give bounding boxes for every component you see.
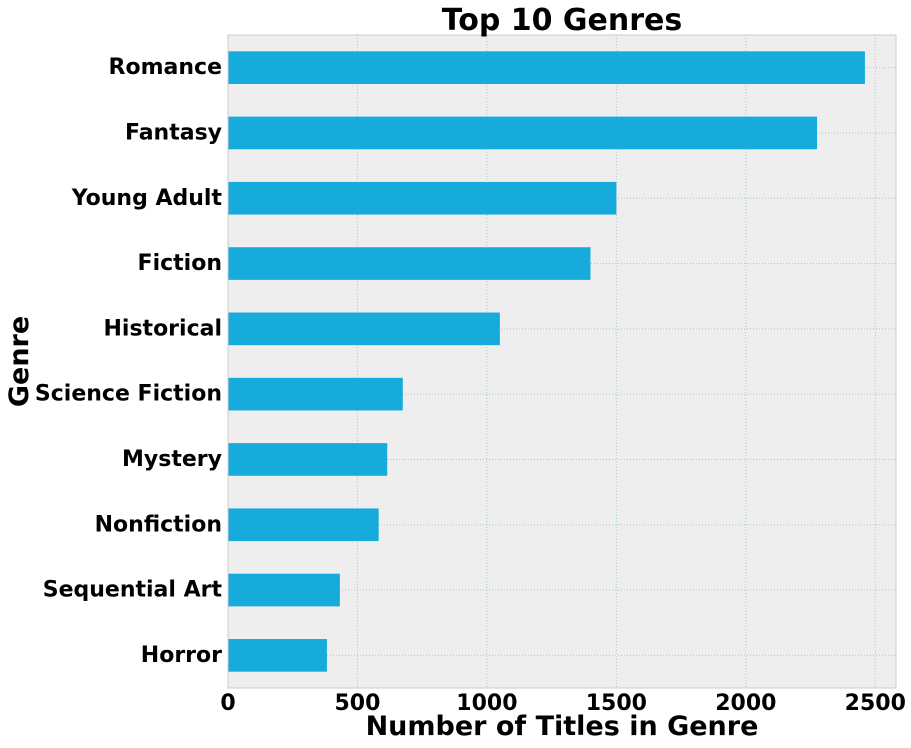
x-axis-title: Number of Titles in Genre	[366, 711, 759, 742]
bar-mystery	[228, 443, 388, 476]
x-tick-label: 2000	[715, 691, 776, 716]
y-tick-label: Fantasy	[125, 120, 222, 145]
chart-title: Top 10 Genres	[442, 3, 683, 38]
x-tick-label: 1500	[586, 691, 647, 716]
bar-historical	[228, 312, 500, 346]
x-tick-labels: 0 500 1000 1500 2000 2500	[220, 691, 906, 716]
bar-sequential-art	[228, 573, 340, 607]
y-axis-title: Genre	[4, 316, 35, 407]
plot-frame	[227, 34, 897, 689]
y-tick-label: Historical	[104, 316, 223, 341]
bar-fantasy	[228, 116, 818, 150]
bar-young-adult	[228, 181, 617, 215]
y-tick-label: Science Fiction	[35, 382, 222, 407]
bar-fiction	[228, 247, 591, 280]
x-tick-label: 500	[334, 691, 380, 716]
x-tick-label: 0	[220, 691, 235, 716]
y-tick-labels: Romance Fantasy Young Adult Fiction Historic…	[35, 55, 223, 668]
bars	[228, 51, 865, 672]
bar-science-fiction	[228, 377, 403, 411]
x-tick-label: 1000	[456, 691, 517, 716]
y-tick-label: Young Adult	[71, 186, 223, 211]
x-tick-label: 2500	[845, 691, 906, 716]
y-tick-label: Sequential Art	[43, 578, 223, 603]
y-tick-label: Horror	[141, 643, 222, 668]
bar-horror	[228, 639, 327, 672]
y-tick-label: Romance	[109, 55, 222, 80]
bar-romance	[228, 51, 865, 84]
bar-nonfiction	[228, 508, 379, 542]
y-tick-label: Nonfiction	[95, 512, 222, 537]
y-tick-label: Fiction	[138, 251, 222, 276]
y-tick-label: Mystery	[122, 447, 222, 472]
